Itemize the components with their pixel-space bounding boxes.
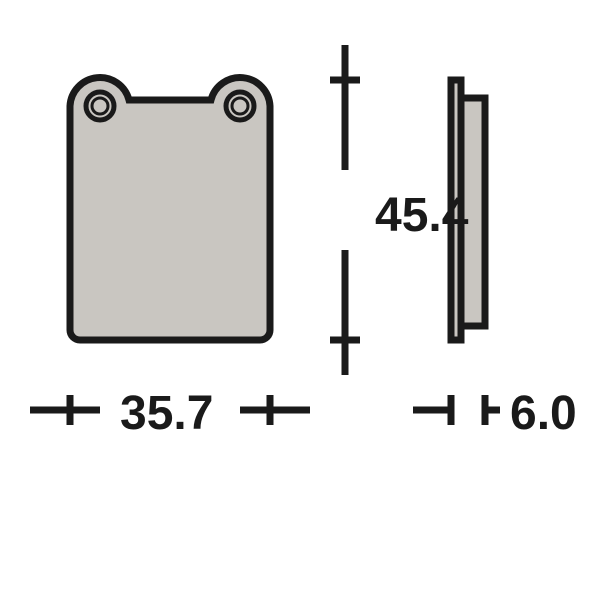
thickness-dimension bbox=[0, 0, 600, 600]
thickness-label: 6.0 bbox=[510, 386, 577, 441]
